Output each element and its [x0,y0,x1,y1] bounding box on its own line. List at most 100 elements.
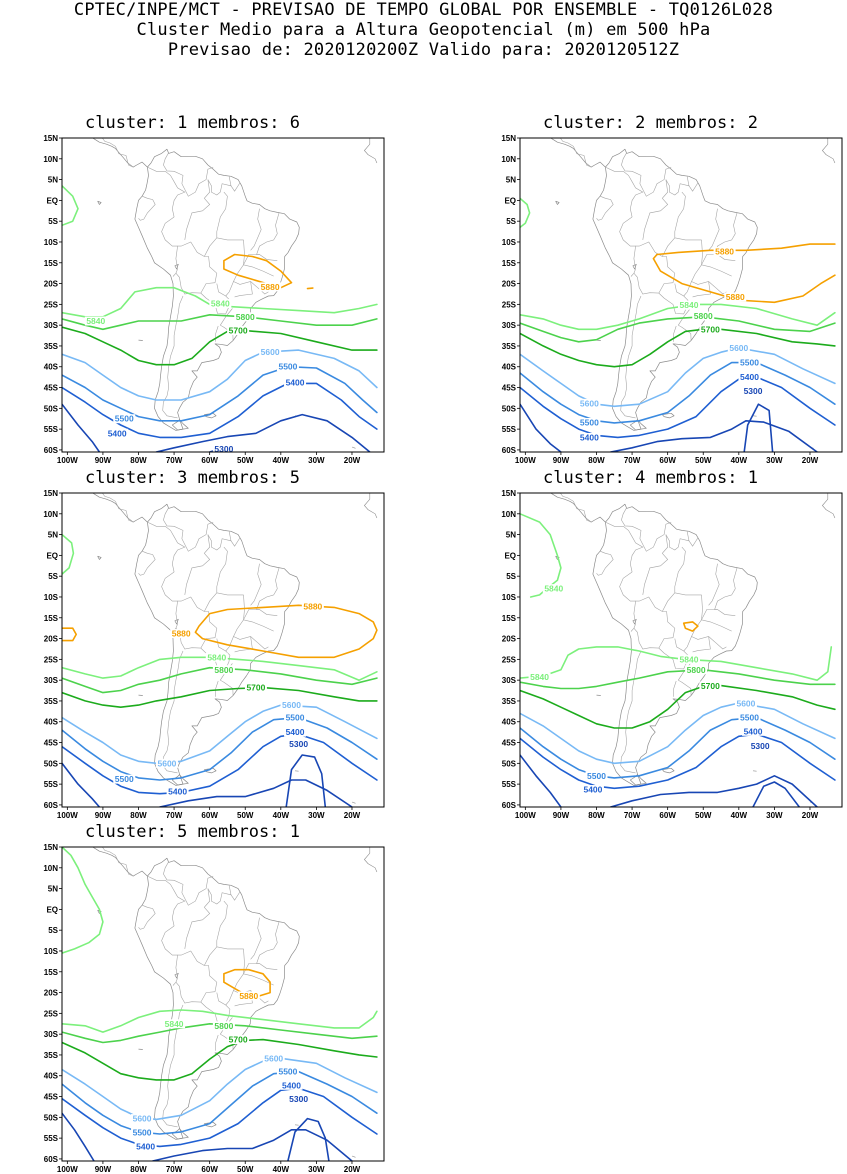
country-border [260,610,278,616]
country-border [208,532,231,550]
country-border [216,681,219,697]
country-border [621,153,671,197]
plot-frame [520,493,842,807]
lat-tick-label: 30S [44,676,59,685]
contour-label: 5600 [736,698,755,708]
lat-tick-label: 50S [502,759,517,768]
lat-tick-label: 15N [501,134,516,143]
contour-label: 5600 [158,758,177,768]
lat-tick-label: 10S [502,593,517,602]
lon-tick-label: 70W [624,811,641,820]
country-border [173,273,176,276]
lat-tick-label: 30S [502,676,517,685]
map-plot: 5840580057005600560055005500540054005300… [458,135,843,465]
lon-tick-label: 80W [130,456,147,465]
country-border [217,192,228,238]
lon-tick-label: 40W [731,811,748,820]
contour-label: 5500 [580,417,599,427]
contour-5300 [62,1113,94,1161]
country-border [554,128,591,168]
lat-tick-label: 55S [502,425,517,434]
map-feature [352,447,356,448]
contour-label: 5600 [729,343,748,353]
lat-tick-label: 50S [502,404,517,413]
lat-tick-label: 30S [44,1030,59,1039]
lon-tick-label: 40W [273,456,290,465]
lat-tick-label: 45S [44,739,59,748]
country-border [257,949,274,964]
contour-5700 [62,327,377,365]
contour-label: 5700 [246,683,265,693]
country-border [147,522,184,572]
country-border [96,837,133,877]
country-border [709,209,720,251]
lat-tick-label: 25S [44,655,59,664]
plot-area: 5840584058005700560055005500540054005300… [62,128,377,454]
country-border [702,610,718,620]
contour-label: 5600 [261,347,280,357]
lon-tick-label: 60W [659,456,676,465]
contour-5300 [153,1130,352,1161]
country-border [163,862,213,906]
lat-tick-label: 10S [44,947,59,956]
lon-tick-label: 90W [95,811,112,820]
lon-tick-label: 60W [201,811,218,820]
contour-label: 5400 [583,785,602,795]
country-border [260,964,278,970]
plot-frame [520,138,842,452]
country-border [715,595,732,610]
contour-label: 5840 [207,652,226,662]
contour-5880 [684,622,698,631]
contour-label: 5500 [278,362,297,372]
country-border [689,538,698,546]
panel-title: cluster: 1 membros: 6 [0,113,385,133]
country-border [702,240,703,265]
country-border [257,240,274,255]
plot-area: 5840584058405800570056005500550054005400… [520,483,835,807]
contour-label: 5600 [264,1053,283,1063]
lon-tick-label: 90W [553,811,570,820]
coastline [62,129,147,167]
lat-tick-label: 15S [44,614,59,623]
lat-tick-label: 50S [44,759,59,768]
contour-5880 [224,255,292,288]
country-border [163,651,183,773]
contour-label: 5880 [715,247,734,257]
plot-area: 5840580057005600560055005500540054005300… [520,128,835,452]
contour-label: 5400 [286,727,305,737]
country-border [251,918,262,960]
contour-label: 5400 [286,378,305,388]
lat-tick-label: EQ [46,551,58,560]
contour-label: 5600 [282,700,301,710]
country-border [631,628,634,631]
country-border [274,922,279,949]
contour-label: 5880 [239,991,258,1001]
lat-tick-label: 15S [44,259,59,268]
lat-tick-label: 30S [44,321,59,330]
lat-tick-label: 10S [44,593,59,602]
lon-tick-label: 90W [95,1165,112,1174]
country-border [692,620,732,649]
country-border [702,595,703,620]
contour-label: 5840 [680,300,699,310]
contour-5840 [62,186,78,226]
country-border [718,610,736,616]
lon-tick-label: 30W [766,456,783,465]
lon-tick-label: 30W [308,456,325,465]
country-border [675,547,686,593]
lat-tick-label: EQ [46,196,58,205]
country-border [96,128,133,168]
lat-tick-label: 10N [43,864,58,873]
lon-tick-label: 20W [802,456,819,465]
coastline [556,201,560,204]
lat-tick-label: 10S [502,238,517,247]
lat-tick-label: 10N [501,155,516,164]
country-border [96,483,133,522]
country-border [217,901,228,947]
contour-5800 [520,317,835,342]
country-border [163,508,213,552]
lon-tick-label: 70W [166,456,183,465]
